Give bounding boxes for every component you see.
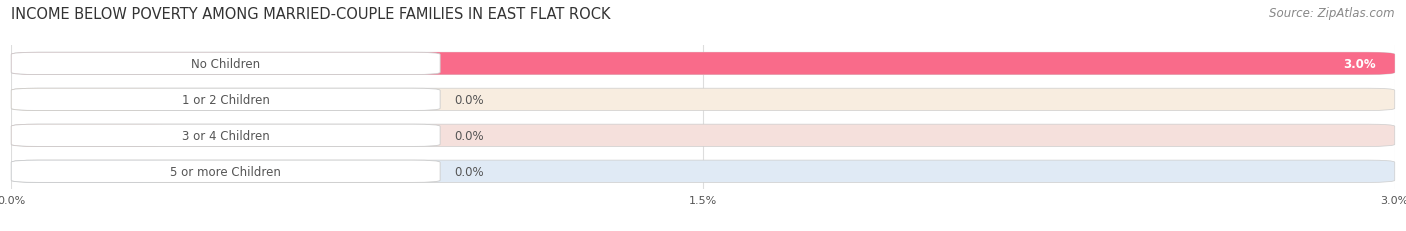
FancyBboxPatch shape	[11, 53, 1395, 75]
FancyBboxPatch shape	[11, 160, 170, 183]
FancyBboxPatch shape	[11, 89, 1395, 111]
Text: 3 or 4 Children: 3 or 4 Children	[181, 129, 270, 142]
FancyBboxPatch shape	[11, 125, 440, 147]
FancyBboxPatch shape	[11, 89, 170, 111]
FancyBboxPatch shape	[11, 53, 1395, 75]
Text: 5 or more Children: 5 or more Children	[170, 165, 281, 178]
Text: 1 or 2 Children: 1 or 2 Children	[181, 93, 270, 106]
Text: 0.0%: 0.0%	[454, 129, 484, 142]
FancyBboxPatch shape	[11, 125, 1395, 147]
Text: 0.0%: 0.0%	[454, 165, 484, 178]
Text: Source: ZipAtlas.com: Source: ZipAtlas.com	[1270, 7, 1395, 20]
FancyBboxPatch shape	[11, 125, 170, 147]
FancyBboxPatch shape	[11, 160, 1395, 183]
FancyBboxPatch shape	[11, 53, 440, 75]
Text: INCOME BELOW POVERTY AMONG MARRIED-COUPLE FAMILIES IN EAST FLAT ROCK: INCOME BELOW POVERTY AMONG MARRIED-COUPL…	[11, 7, 610, 22]
FancyBboxPatch shape	[11, 160, 440, 183]
Text: 3.0%: 3.0%	[1344, 58, 1376, 71]
Text: No Children: No Children	[191, 58, 260, 71]
FancyBboxPatch shape	[11, 89, 440, 111]
Text: 0.0%: 0.0%	[454, 93, 484, 106]
